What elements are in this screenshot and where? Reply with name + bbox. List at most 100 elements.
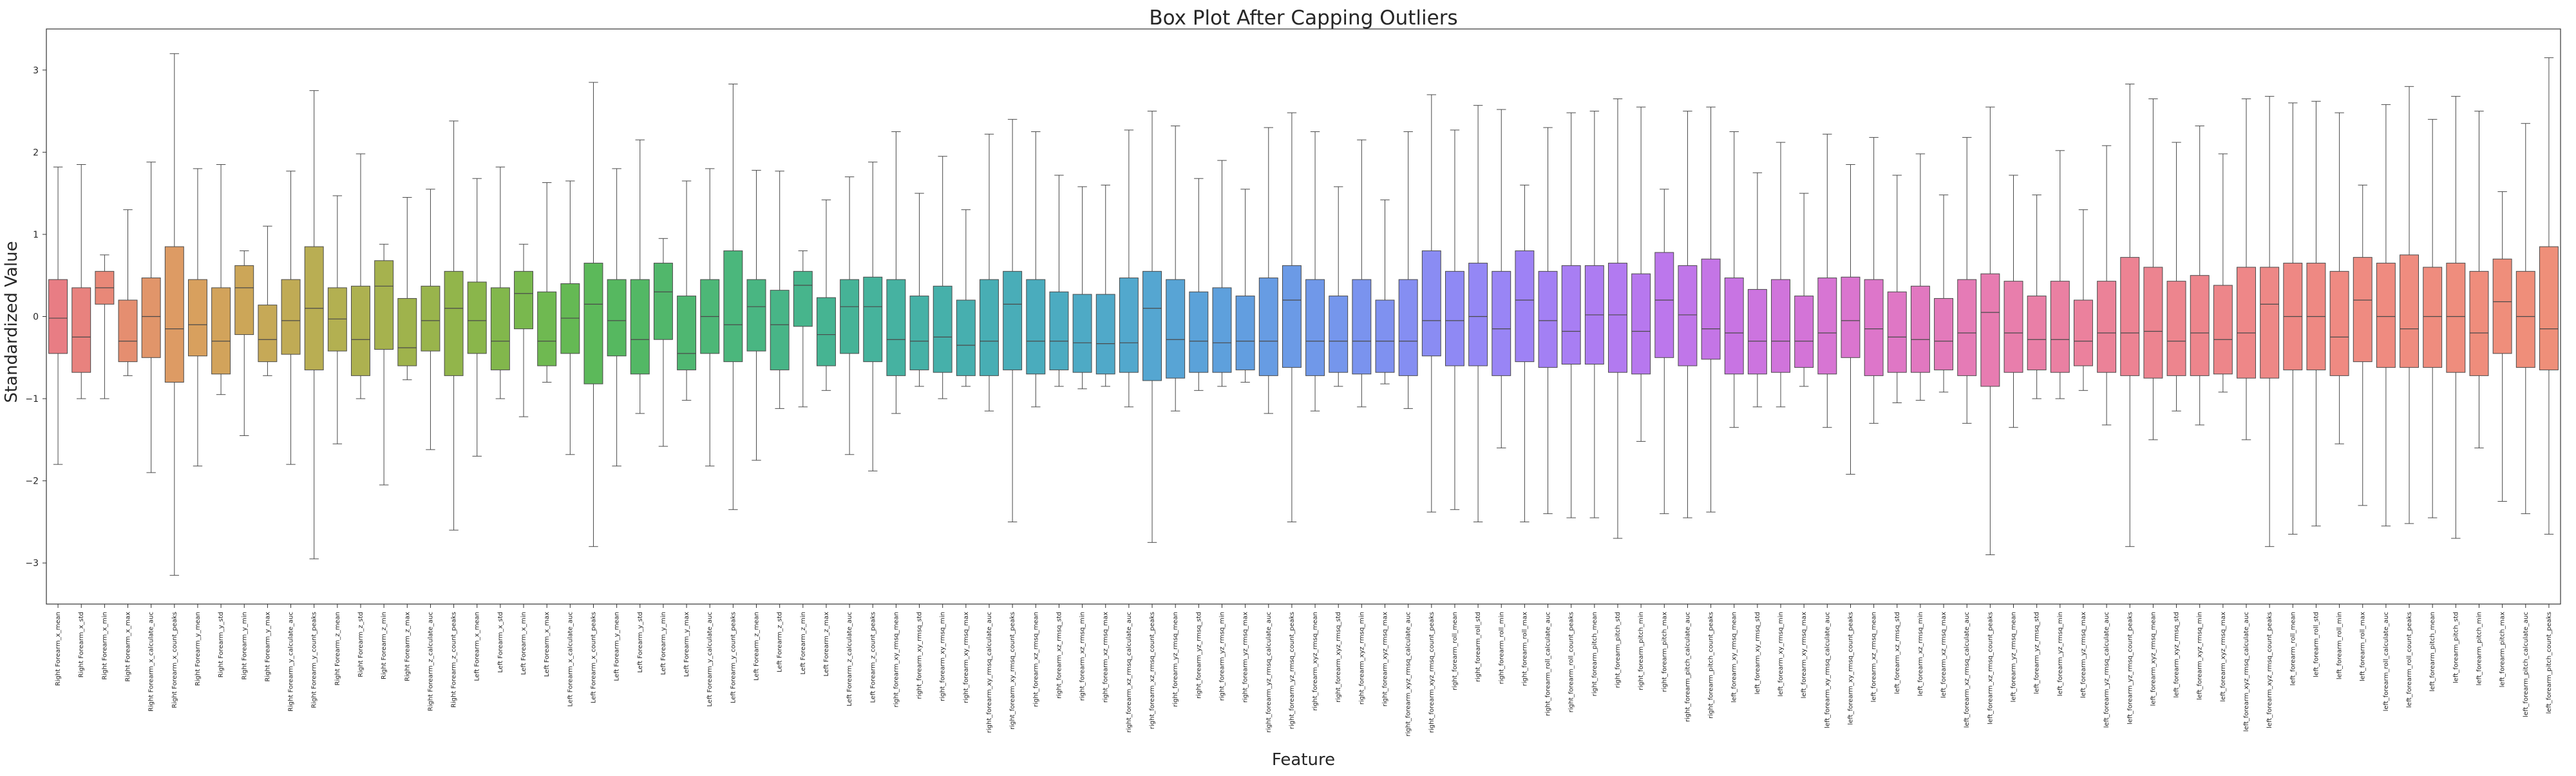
box-left_forearm_xy_rmsq_min bbox=[1771, 279, 1790, 373]
x-tick-label: Left Forearm_x_max bbox=[544, 612, 551, 677]
x-tick-label: Left Forearm_z_count_peaks bbox=[869, 612, 876, 703]
x-tick-label: right_forearm_pitch_mean bbox=[1591, 612, 1598, 696]
box-Left Forearm_z_max bbox=[817, 297, 836, 366]
x-tick-label: left_forearm_xy_rmsq_min bbox=[1777, 612, 1785, 697]
box-Left Forearm_x_calculate_auc bbox=[560, 283, 580, 354]
box-Left Forearm_z_calculate_auc bbox=[840, 279, 860, 354]
x-tick-label: left_forearm_roll_mean bbox=[2289, 612, 2297, 686]
box-left_forearm_xyz_rmsq_count_peaks bbox=[2260, 267, 2280, 379]
box-left_forearm_roll_count_peaks bbox=[2400, 254, 2419, 368]
box-left_forearm_xyz_rmsq_mean bbox=[2143, 267, 2163, 379]
x-tick-label: right_forearm_roll_count_peaks bbox=[1568, 612, 1575, 712]
box-right_forearm_xy_rmsq_count_peaks bbox=[1003, 270, 1023, 370]
x-tick-label: Left Forearm_z_std bbox=[777, 612, 784, 672]
x-tick-label: left_forearm_xy_rmsq_max bbox=[1801, 612, 1808, 699]
x-tick-label: right_forearm_xz_rmsq_calculate_auc bbox=[1126, 612, 1133, 733]
x-tick-label: right_forearm_yz_rmsq_max bbox=[1242, 612, 1249, 703]
x-tick-label: right_forearm_pitch_calculate_auc bbox=[1684, 612, 1691, 722]
box-right_forearm_roll_mean bbox=[1445, 270, 1464, 366]
box-right_forearm_xz_rmsq_count_peaks bbox=[1142, 270, 1162, 381]
box-right_forearm_roll_std bbox=[1468, 263, 1488, 366]
box-Right Forearm_z_calculate_auc bbox=[421, 285, 440, 352]
box-Right Forearm_z_mean bbox=[327, 287, 347, 352]
box-Right Forearm_y_mean bbox=[188, 279, 207, 357]
box-Left Forearm_y_std bbox=[630, 279, 650, 375]
x-tick-label: left_forearm_xy_rmsq_calculate_auc bbox=[1824, 612, 1831, 728]
box-right_forearm_xz_rmsq_min bbox=[1072, 294, 1092, 373]
box-Right Forearm_x_std bbox=[71, 287, 91, 373]
box-Left Forearm_y_count_peaks bbox=[723, 250, 743, 363]
x-tick-label: Right Forearm_x_max bbox=[125, 612, 132, 682]
box-right_forearm_xyz_rmsq_mean bbox=[1305, 279, 1325, 376]
box-left_forearm_yz_rmsq_mean bbox=[2003, 281, 2023, 373]
x-tick-label: right_forearm_xz_rmsq_max bbox=[1103, 612, 1110, 703]
box-right_forearm_pitch_count_peaks bbox=[1701, 258, 1721, 360]
x-tick-label: left_forearm_xyz_rmsq_std bbox=[2174, 612, 2181, 697]
x-tick-label: left_forearm_yz_rmsq_min bbox=[2057, 612, 2064, 696]
x-tick-label: right_forearm_xz_rmsq_min bbox=[1079, 612, 1086, 701]
x-tick-label: left_forearm_xz_rmsq_calculate_auc bbox=[1964, 612, 1971, 728]
box-left_forearm_yz_rmsq_min bbox=[2050, 281, 2070, 373]
x-tick-label: left_forearm_pitch_max bbox=[2499, 612, 2506, 687]
box-right_forearm_xy_rmsq_calculate_auc bbox=[980, 279, 999, 376]
x-tick-label: Left Forearm_y_min bbox=[660, 612, 667, 675]
x-tick-label: left_forearm_pitch_std bbox=[2452, 612, 2459, 683]
box-Left Forearm_x_mean bbox=[467, 281, 487, 354]
x-tick-label: left_forearm_roll_min bbox=[2336, 612, 2344, 679]
x-tick-label: left_forearm_roll_calculate_auc bbox=[2383, 612, 2390, 711]
x-tick-label: left_forearm_yz_rmsq_std bbox=[2034, 612, 2041, 694]
x-tick-label: Right Forearm_x_mean bbox=[55, 612, 62, 686]
x-tick-label: right_forearm_xz_rmsq_count_peaks bbox=[1149, 612, 1156, 729]
box-left_forearm_roll_calculate_auc bbox=[2376, 263, 2396, 368]
chart-title: Box Plot After Capping Outliers bbox=[1149, 6, 1457, 30]
x-tick-label: left_forearm_roll_std bbox=[2313, 612, 2320, 677]
plot-area: −3 −2 −1 0 1 2 3 Right Forearm_x_mean Right Fore… bbox=[25, 28, 2561, 737]
y-tick-label: 1 bbox=[33, 230, 39, 240]
x-tick-label: Left Forearm_y_mean bbox=[614, 612, 621, 681]
box-left_forearm_xyz_rmsq_std bbox=[2166, 281, 2186, 376]
x-tick-label: right_forearm_yz_rmsq_min bbox=[1218, 612, 1226, 701]
x-tick-label: Left Forearm_z_calculate_auc bbox=[846, 612, 853, 706]
box-Right Forearm_y_std bbox=[211, 287, 231, 375]
x-tick-label: left_forearm_yz_rmsq_max bbox=[2080, 612, 2087, 698]
box-Left Forearm_y_min bbox=[653, 263, 673, 340]
x-tick-label: right_forearm_yz_rmsq_calculate_auc bbox=[1265, 612, 1273, 733]
box-left_forearm_pitch_mean bbox=[2423, 267, 2443, 368]
x-tick-label: right_forearm_yz_rmsq_count_peaks bbox=[1289, 612, 1296, 729]
box-left_forearm_xy_rmsq_std bbox=[1747, 289, 1767, 375]
box-right_forearm_xz_rmsq_std bbox=[1049, 291, 1069, 370]
box-left_forearm_xy_rmsq_mean bbox=[1724, 278, 1744, 375]
x-tick-label: Right Forearm_y_min bbox=[241, 612, 248, 680]
x-tick-label: left_forearm_xy_rmsq_std bbox=[1754, 612, 1761, 694]
x-tick-label: right_forearm_roll_max bbox=[1521, 612, 1528, 686]
x-tick-label: left_forearm_xz_rmsq_min bbox=[1917, 612, 1924, 696]
box-right_forearm_pitch_calculate_auc bbox=[1678, 265, 1698, 366]
box-left_forearm_xz_rmsq_count_peaks bbox=[1980, 273, 2000, 387]
box-right_forearm_xz_rmsq_max bbox=[1095, 294, 1115, 375]
box-left_forearm_xyz_rmsq_max bbox=[2213, 285, 2233, 375]
x-tick-label: left_forearm_pitch_count_peaks bbox=[2546, 612, 2553, 714]
x-tick-label: left_forearm_yz_rmsq_count_peaks bbox=[2126, 612, 2134, 724]
x-tick-label: left_forearm_xz_rmsq_max bbox=[1940, 612, 1947, 698]
x-tick-label: right_forearm_xy_rmsq_std bbox=[916, 612, 923, 699]
x-tick-label: right_forearm_xyz_rmsq_count_peaks bbox=[1428, 612, 1435, 733]
x-tick-label: Left Forearm_y_max bbox=[683, 612, 690, 677]
x-tick-label: Left Forearm_z_mean bbox=[753, 612, 761, 681]
x-tick-label: Right Forearm_x_count_peaks bbox=[171, 612, 178, 708]
box-Left Forearm_x_std bbox=[490, 287, 510, 370]
x-tick-label: left_forearm_xz_rmsq_std bbox=[1894, 612, 1901, 694]
x-tick-label: right_forearm_pitch_min bbox=[1638, 612, 1645, 690]
x-tick-label: right_forearm_pitch_std bbox=[1615, 612, 1622, 688]
x-tick-label: Right Forearm_y_count_peaks bbox=[311, 612, 318, 708]
x-tick-label: right_forearm_xyz_rmsq_mean bbox=[1312, 612, 1319, 711]
box-Left Forearm_y_mean bbox=[607, 279, 627, 357]
x-tick-label: right_forearm_yz_rmsq_mean bbox=[1172, 612, 1179, 707]
x-tick-label: left_forearm_xyz_rmsq_min bbox=[2197, 612, 2204, 700]
box-right_forearm_roll_min bbox=[1492, 270, 1511, 376]
box-right_forearm_roll_max bbox=[1515, 250, 1535, 363]
box-Right Forearm_y_min bbox=[234, 265, 254, 336]
box-right_forearm_pitch_std bbox=[1608, 263, 1627, 373]
x-tick-label: Left Forearm_x_calculate_auc bbox=[567, 612, 574, 706]
box-right_forearm_xyz_rmsq_calculate_auc bbox=[1398, 279, 1418, 376]
